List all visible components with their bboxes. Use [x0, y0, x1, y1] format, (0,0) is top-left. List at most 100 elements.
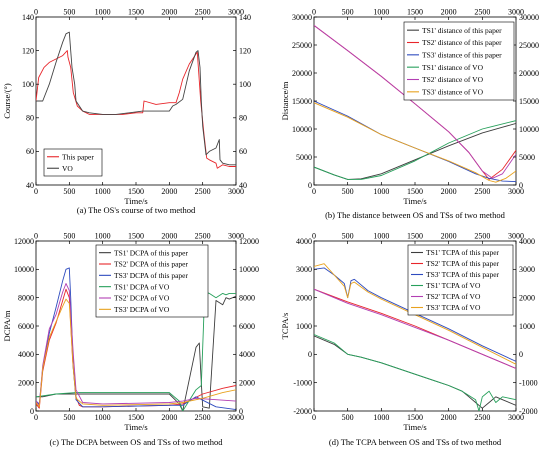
y-tick-label: 140 — [22, 13, 34, 22]
chart-panel-0: 0 0 500 500 1000 1000 1500 1500 2000 2000 2500 2500… — [2, 8, 251, 216]
y-tick-label: 0 — [308, 181, 312, 190]
x-tick-label: 2000 — [441, 187, 457, 196]
y-right-tick-label: 2000 — [239, 378, 255, 387]
y-tick-label: 80 — [26, 114, 34, 123]
x-top-tick-label: 2500 — [474, 232, 490, 241]
x-tick-label: 1500 — [407, 187, 423, 196]
legend-entry-3: TS1' TCPA of VO — [426, 281, 481, 290]
series-line-4 — [314, 288, 516, 369]
legend-entry-1: VO — [62, 164, 73, 173]
y-right-tick-label: -1000 — [519, 378, 538, 387]
legend-entry-0: This paper — [62, 152, 94, 161]
y-tick-label: 4000 — [18, 350, 34, 359]
y-right-tick-label: -2000 — [519, 407, 538, 416]
x-top-tick-label: 500 — [63, 8, 75, 17]
y-right-tick-label: 0 — [239, 407, 243, 416]
series-line-0 — [314, 122, 516, 180]
x-tick-label: 1000 — [95, 187, 111, 196]
series-line-4 — [36, 283, 236, 406]
series-line-5 — [36, 298, 236, 408]
y-tick-label: 2000 — [296, 293, 312, 302]
x-tick-label: 2500 — [195, 187, 211, 196]
legend-entry-0: TS1' TCPA of this paper — [426, 248, 500, 257]
x-top-tick-label: 0 — [34, 8, 38, 17]
y-tick-label: 120 — [22, 46, 34, 55]
legend-entry-4: TS2' TCPA of VO — [426, 292, 481, 301]
x-top-tick-label: 1000 — [95, 8, 111, 17]
x-top-tick-label: 0 — [312, 8, 316, 17]
y-right-tick-label: 25000 — [519, 41, 539, 50]
y-tick-label: 60 — [26, 147, 34, 156]
y-tick-label: 100 — [22, 80, 34, 89]
legend-entry-4: TS2' distance of VO — [422, 75, 484, 84]
y-right-tick-label: 0 — [519, 181, 523, 190]
x-top-tick-label: 0 — [312, 232, 316, 241]
x-tick-label: 0 — [312, 413, 316, 422]
y-right-tick-label: 3000 — [519, 265, 535, 274]
x-top-tick-label: 1500 — [128, 232, 144, 241]
y-right-tick-label: 8000 — [239, 293, 255, 302]
y-right-tick-label: 15000 — [519, 97, 539, 106]
x-top-tick-label: 2000 — [441, 8, 457, 17]
x-axis-label: Time/s — [403, 422, 426, 432]
legend-entry-4: TS2' DCPA of VO — [114, 294, 170, 303]
x-tick-label: 1500 — [407, 413, 423, 422]
legend-entry-0: TS1' DCPA of this paper — [114, 248, 188, 257]
y-tick-label: 6000 — [18, 322, 34, 331]
x-top-tick-label: 3000 — [508, 8, 524, 17]
x-top-tick-label: 2000 — [161, 232, 177, 241]
y-tick-label: 10000 — [292, 125, 312, 134]
series-line-5 — [314, 263, 516, 365]
x-top-tick-label: 2000 — [441, 232, 457, 241]
x-top-tick-label: 1000 — [373, 232, 389, 241]
y-right-tick-label: 120 — [239, 46, 251, 55]
x-axis-label: Time/s — [124, 196, 147, 206]
y-right-tick-label: 5000 — [519, 153, 535, 162]
legend: TS1' distance of this paper TS2' distance… — [403, 21, 515, 101]
x-top-tick-label: 2500 — [474, 8, 490, 17]
y-tick-label: 8000 — [18, 293, 34, 302]
y-right-tick-label: 6000 — [239, 322, 255, 331]
y-right-tick-label: 1000 — [519, 322, 535, 331]
x-tick-label: 3000 — [228, 413, 244, 422]
y-tick-label: 2000 — [18, 378, 34, 387]
legend: TS1' TCPA of this paper TS2' TCPA of this… — [407, 244, 514, 316]
x-tick-label: 1500 — [128, 187, 144, 196]
y-right-tick-label: 2000 — [519, 293, 535, 302]
y-tick-label: -1000 — [293, 378, 312, 387]
y-tick-label: -2000 — [293, 407, 312, 416]
x-top-tick-label: 3000 — [228, 232, 244, 241]
x-tick-label: 1000 — [373, 187, 389, 196]
y-tick-label: 15000 — [292, 97, 312, 106]
legend-box — [95, 244, 209, 318]
x-tick-label: 500 — [63, 413, 75, 422]
y-tick-label: 25000 — [292, 41, 312, 50]
x-tick-label: 1000 — [95, 413, 111, 422]
legend: TS1' DCPA of this paper TS2' DCPA of this… — [95, 244, 209, 318]
x-top-tick-label: 2500 — [195, 232, 211, 241]
y-right-tick-label: 4000 — [239, 350, 255, 359]
x-tick-label: 0 — [312, 187, 316, 196]
y-tick-label: 10000 — [14, 265, 34, 274]
y-right-tick-label: 80 — [239, 114, 247, 123]
x-tick-label: 500 — [342, 187, 354, 196]
legend-box — [407, 244, 514, 316]
legend-entry-0: TS1' distance of this paper — [422, 26, 502, 35]
series-line-1 — [36, 31, 236, 166]
x-axis-label: Time/s — [403, 196, 426, 206]
x-top-tick-label: 1500 — [128, 8, 144, 17]
series-line-3 — [314, 334, 516, 411]
x-top-tick-label: 3000 — [228, 8, 244, 17]
legend-entry-5: TS3' TCPA of VO — [426, 303, 481, 312]
x-tick-label: 3000 — [508, 187, 524, 196]
series-group — [36, 267, 236, 411]
y-tick-label: 1000 — [296, 322, 312, 331]
series-line-4 — [314, 25, 516, 179]
y-right-tick-label: 40 — [239, 181, 247, 190]
legend-entry-1: TS2' TCPA of this paper — [426, 259, 500, 268]
x-tick-label: 2000 — [161, 413, 177, 422]
chart-caption: (a) The OS's course of two method — [77, 205, 196, 215]
series-group — [314, 263, 516, 411]
x-tick-label: 1500 — [128, 413, 144, 422]
